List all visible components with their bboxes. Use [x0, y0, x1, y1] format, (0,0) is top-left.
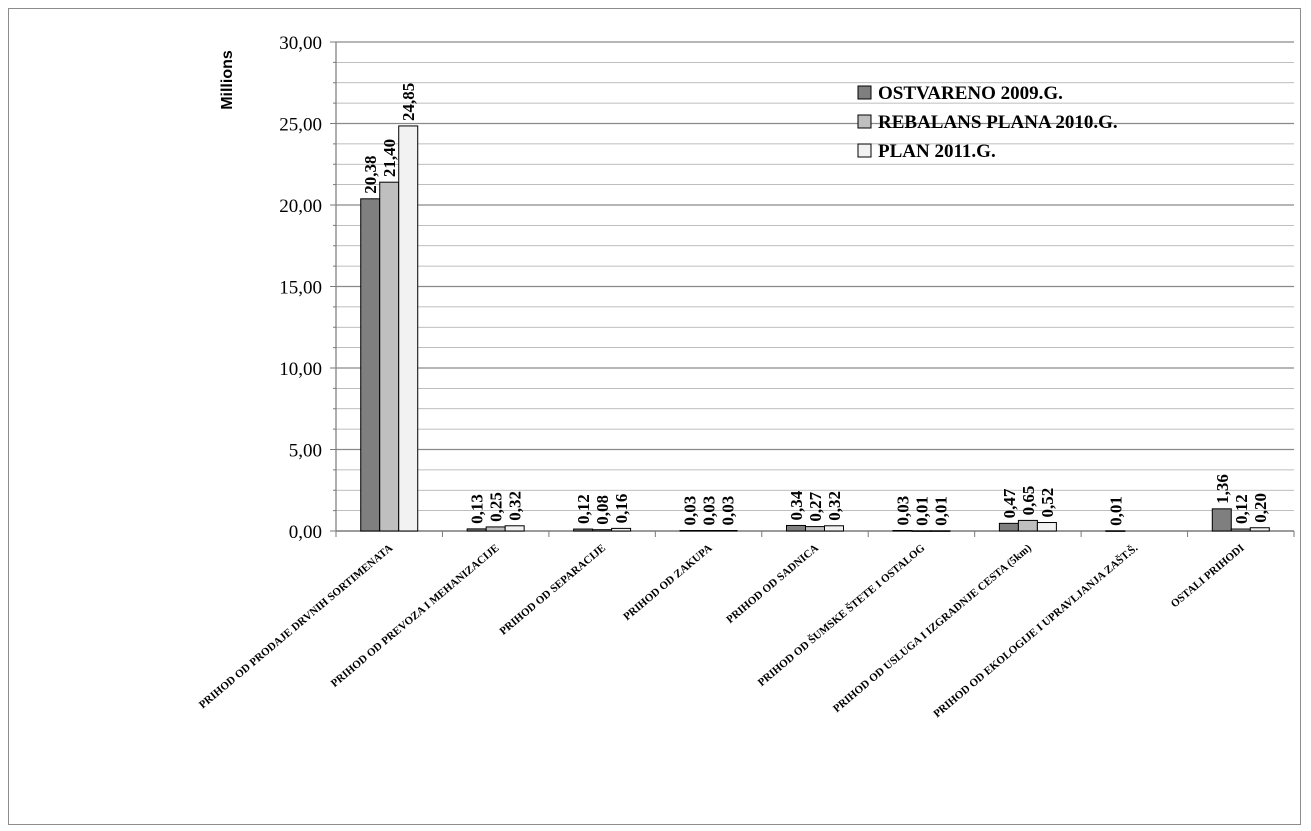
bar [360, 198, 381, 532]
y-tick-label: 15,00 [279, 278, 322, 299]
data-label: 0,65 [1019, 486, 1038, 516]
bar [679, 530, 700, 532]
data-label: 20,38 [361, 156, 380, 194]
legend-label: PLAN 2011.G. [878, 141, 996, 162]
data-label: 0,08 [593, 495, 612, 525]
data-label: 24,85 [399, 83, 418, 121]
legend-label: OSTVARENO 2009.G. [878, 83, 1063, 104]
data-label: 0,16 [612, 494, 631, 524]
bar [1249, 527, 1270, 532]
bar [466, 528, 487, 532]
y-axis-title: Millions [219, 50, 236, 110]
data-label: 0,47 [1000, 488, 1019, 518]
bar [998, 522, 1019, 532]
data-label: 0,32 [825, 491, 844, 521]
bar [1036, 522, 1057, 532]
category-label: PRIHOD OD SEPARACIJE [497, 542, 608, 637]
bar [1230, 528, 1251, 532]
category-label: PRIHOD OD SADNICA [724, 542, 821, 626]
bar [1017, 519, 1038, 532]
data-label: 0,27 [806, 491, 825, 521]
bar [592, 529, 613, 532]
bar [698, 530, 719, 532]
bar [824, 525, 844, 532]
y-tick-label: 5,00 [289, 441, 322, 462]
data-label: 0,03 [719, 496, 738, 526]
bar [717, 530, 738, 532]
legend-swatch [857, 85, 872, 100]
data-label: 0,13 [468, 494, 487, 524]
y-tick-label: 0,00 [289, 522, 322, 543]
category-label: PRIHOD OD EKOLOGIJE I UPRAVLJANJA ZAŠT.Š… [931, 541, 1141, 720]
y-tick-label: 30,00 [279, 33, 322, 54]
bar [398, 125, 419, 532]
category-label: PRIHOD OD USLUGA I IZGRADNJE CESTA (5km) [831, 542, 1034, 715]
data-label: 0,01 [931, 496, 950, 526]
data-label: 0,12 [574, 494, 593, 524]
category-label: OSTALI PRIHODI [1169, 542, 1247, 610]
category-label: PRIHOD OD ZAKUPA [621, 542, 714, 623]
category-label: PRIHOD OD ŠUMSKE ŠTETE I OSTALOG [755, 541, 928, 689]
bar [930, 530, 951, 532]
category-label: PRIHOD OD PRODAJE DRVNIH SORTIMENATA [197, 542, 395, 711]
legend-label: REBALANS PLANA 2010.G. [878, 112, 1118, 133]
data-label: 0,03 [700, 496, 719, 526]
bar [379, 181, 400, 532]
y-tick-label: 20,00 [279, 196, 322, 217]
bar [504, 525, 525, 532]
data-label: 0,12 [1232, 494, 1251, 524]
data-label: 0,01 [912, 496, 931, 526]
category-label: PRIHOD OD PREVOZA I MEHANIZACIJE [329, 542, 502, 690]
legend-swatch [857, 143, 872, 158]
data-label: 0,03 [681, 496, 700, 526]
data-label: 0,25 [487, 492, 506, 522]
bar [786, 524, 806, 532]
y-tick-label: 10,00 [279, 359, 322, 380]
bar [911, 530, 932, 532]
bar [611, 527, 632, 532]
bar [485, 526, 506, 532]
data-label: 0,20 [1251, 493, 1270, 523]
bar [1105, 530, 1126, 532]
data-label: 0,32 [506, 491, 525, 521]
bar [1211, 508, 1232, 532]
legend-swatch [857, 114, 872, 129]
data-label: 21,40 [380, 139, 399, 177]
data-label: 1,36 [1213, 474, 1232, 504]
data-label: 0,34 [787, 490, 806, 520]
bar [805, 526, 825, 532]
bar [573, 528, 594, 532]
bar [892, 530, 913, 532]
data-label: 0,01 [1106, 496, 1125, 526]
data-label: 0,03 [893, 496, 912, 526]
data-label: 0,52 [1038, 488, 1057, 518]
y-tick-label: 25,00 [279, 115, 322, 136]
